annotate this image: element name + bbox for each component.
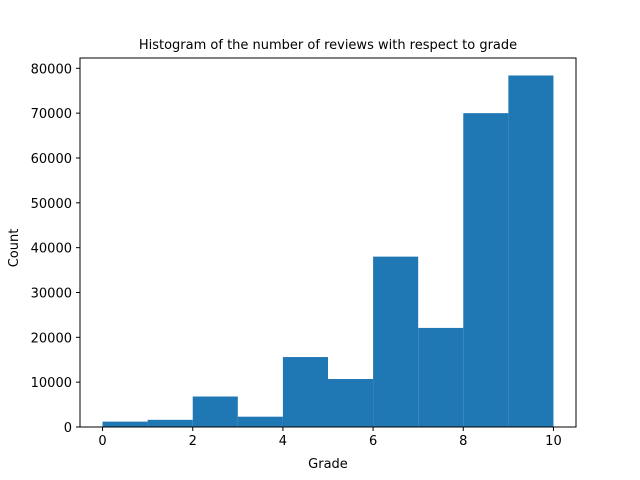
- y-tick-label: 0: [64, 421, 72, 436]
- x-tick-label: 4: [279, 434, 287, 449]
- x-tick-label: 6: [369, 434, 377, 449]
- y-tick-label: 70000: [31, 107, 72, 122]
- x-axis-ticks: 0 2 4 6 8 10: [98, 427, 562, 449]
- histogram-bar-6: [373, 256, 419, 427]
- y-axis-label: Count: [7, 229, 22, 268]
- y-tick-label: 30000: [31, 286, 72, 301]
- bars-group: [102, 75, 554, 427]
- x-axis-label: Grade: [308, 457, 348, 472]
- y-tick-label: 10000: [31, 376, 72, 391]
- y-tick-label: 40000: [31, 242, 72, 257]
- histogram-bar-2: [192, 396, 238, 427]
- plot-frame: [79, 57, 577, 428]
- histogram-bar-8: [463, 113, 509, 427]
- histogram-bar-7: [418, 327, 464, 427]
- y-tick-label: 50000: [31, 197, 72, 212]
- histogram-bar-5: [328, 379, 374, 427]
- y-tick-label: 20000: [31, 331, 72, 346]
- histogram-bar-1: [147, 419, 193, 427]
- x-tick-label: 0: [98, 434, 106, 449]
- histogram-bar-4: [282, 357, 328, 427]
- histogram-bar-9: [508, 75, 554, 427]
- x-tick-label: 10: [545, 434, 562, 449]
- x-tick-label: 8: [459, 434, 467, 449]
- y-tick-label: 60000: [31, 152, 72, 167]
- y-axis-ticks: 0 10000 20000 30000 40000 50000 60000 70000 8000…: [31, 62, 80, 436]
- histogram-bar-0: [102, 421, 148, 427]
- chart-title: Histogram of the number of reviews with …: [139, 38, 517, 53]
- histogram-bar-3: [237, 416, 283, 427]
- x-tick-label: 2: [189, 434, 197, 449]
- y-tick-label: 80000: [31, 62, 72, 77]
